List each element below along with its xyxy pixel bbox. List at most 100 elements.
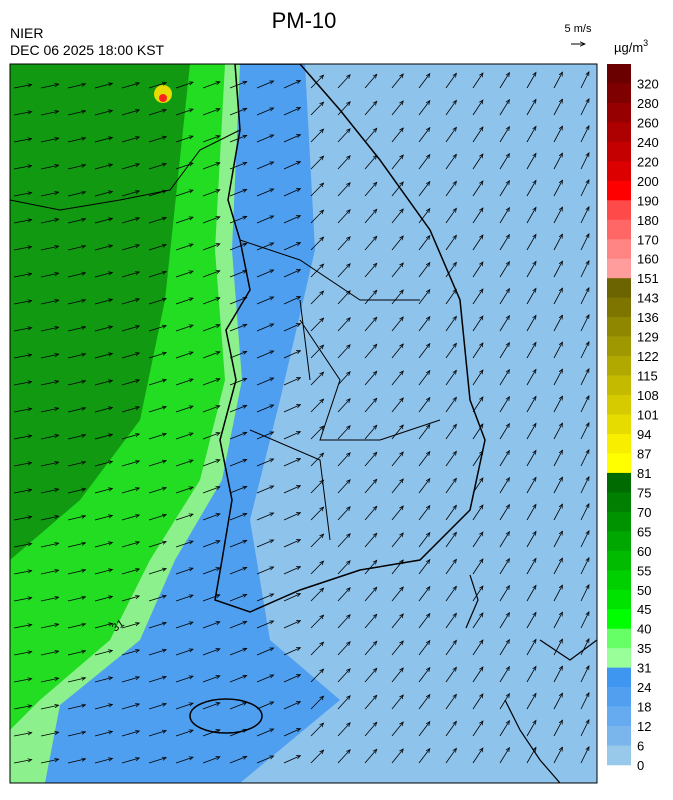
wind-arrow — [310, 102, 324, 116]
wind-arrow — [148, 272, 166, 278]
wind-arrow — [337, 696, 350, 710]
wind-arrow — [256, 594, 274, 602]
wind-arrow — [337, 453, 350, 467]
wind-arrow — [472, 100, 483, 116]
wind-arrow — [121, 353, 139, 359]
wind-arrow — [121, 623, 139, 629]
wind-arrow — [553, 585, 562, 602]
wind-arrow — [175, 352, 193, 359]
wind-arrow — [337, 642, 350, 656]
wind-arrow — [148, 650, 166, 656]
wind-arrow — [256, 108, 274, 116]
wind-arrow — [445, 154, 456, 170]
colorbar-label: 129 — [637, 330, 659, 345]
wind-arrow — [526, 288, 536, 305]
wind-arrow — [67, 543, 86, 548]
wind-arrow — [202, 541, 220, 548]
colorbar-segment — [607, 336, 631, 357]
wind-arrow — [337, 588, 350, 602]
colorbar-segment — [607, 726, 631, 746]
wind-arrow — [283, 567, 300, 575]
wind-arrow — [283, 81, 300, 89]
colorbar-segment — [607, 297, 631, 318]
wind-arrow — [13, 355, 32, 359]
wind-arrow — [310, 561, 324, 575]
wind-arrow — [364, 722, 377, 737]
wind-arrow — [499, 532, 509, 548]
wind-arrow — [148, 515, 166, 521]
wind-arrow — [526, 666, 536, 683]
wind-arrow — [283, 621, 300, 629]
wind-arrow — [445, 505, 456, 521]
wind-arrow — [526, 369, 536, 386]
wind-arrow — [364, 749, 377, 764]
wind-arrow — [13, 382, 32, 386]
wind-arrow — [121, 704, 139, 710]
wind-arrow — [580, 153, 589, 170]
wind-arrow — [40, 705, 59, 710]
wind-arrow — [67, 462, 86, 467]
wind-arrow — [202, 352, 220, 359]
wind-arrow — [391, 506, 403, 521]
wind-arrow — [364, 506, 377, 521]
wind-arrow — [445, 559, 456, 575]
wind-arrow — [121, 137, 139, 143]
colorbar-segment — [607, 83, 631, 104]
wind-arrow — [67, 246, 86, 251]
wind-arrow — [94, 569, 112, 575]
wind-arrow — [553, 288, 562, 305]
wind-arrow — [148, 731, 166, 737]
wind-arrow — [256, 567, 274, 575]
wind-arrow — [418, 749, 430, 764]
wind-arrow — [418, 506, 430, 521]
wind-arrow — [94, 245, 112, 251]
wind-arrow — [472, 235, 483, 251]
wind-arrow — [310, 237, 324, 251]
wind-arrow — [445, 694, 456, 710]
colorbar-label: 240 — [637, 135, 659, 150]
wind-arrow — [472, 316, 483, 332]
wind-arrow — [499, 451, 509, 467]
wind-arrow — [472, 73, 483, 89]
wind-arrow — [499, 100, 509, 116]
wind-arrow — [445, 127, 456, 143]
wind-arrow — [310, 399, 324, 413]
wind-arrow — [499, 586, 509, 602]
colorbar-segment — [607, 375, 631, 396]
wind-arrow — [553, 558, 562, 575]
colorbar-segment — [607, 511, 631, 532]
wind-arrow — [445, 235, 456, 251]
wind-arrow — [391, 263, 403, 278]
wind-arrow — [202, 595, 220, 602]
wind-arrow — [229, 270, 247, 278]
wind-arrow — [580, 423, 589, 440]
wind-arrow — [337, 615, 350, 629]
wind-arrow — [310, 534, 324, 548]
wind-arrow — [499, 505, 509, 521]
wind-arrow — [391, 614, 403, 629]
wind-arrow — [553, 531, 562, 548]
wind-arrow — [445, 181, 456, 197]
wind-arrow — [40, 759, 59, 764]
wind-arrow — [229, 162, 247, 170]
wind-arrow — [526, 423, 536, 440]
colorbar-label: 143 — [637, 291, 659, 306]
wind-arrow — [67, 273, 86, 278]
wind-arrow — [526, 72, 536, 89]
colorbar-label: 55 — [637, 563, 651, 578]
wind-arrow — [256, 432, 274, 440]
wind-arrow — [283, 513, 300, 521]
wind-arrow — [175, 595, 193, 602]
colorbar-label: 122 — [637, 349, 659, 364]
wind-arrow — [283, 648, 300, 656]
wind-arrow — [391, 722, 403, 737]
wind-arrow — [256, 513, 274, 521]
wind-arrow — [175, 190, 193, 197]
wind-arrow — [67, 516, 86, 521]
wind-arrow — [526, 720, 536, 737]
wind-arrow — [472, 208, 483, 224]
wind-arrow — [175, 676, 193, 683]
wind-arrow — [553, 612, 562, 629]
wind-arrow — [445, 532, 456, 548]
wind-arrow — [364, 452, 377, 467]
